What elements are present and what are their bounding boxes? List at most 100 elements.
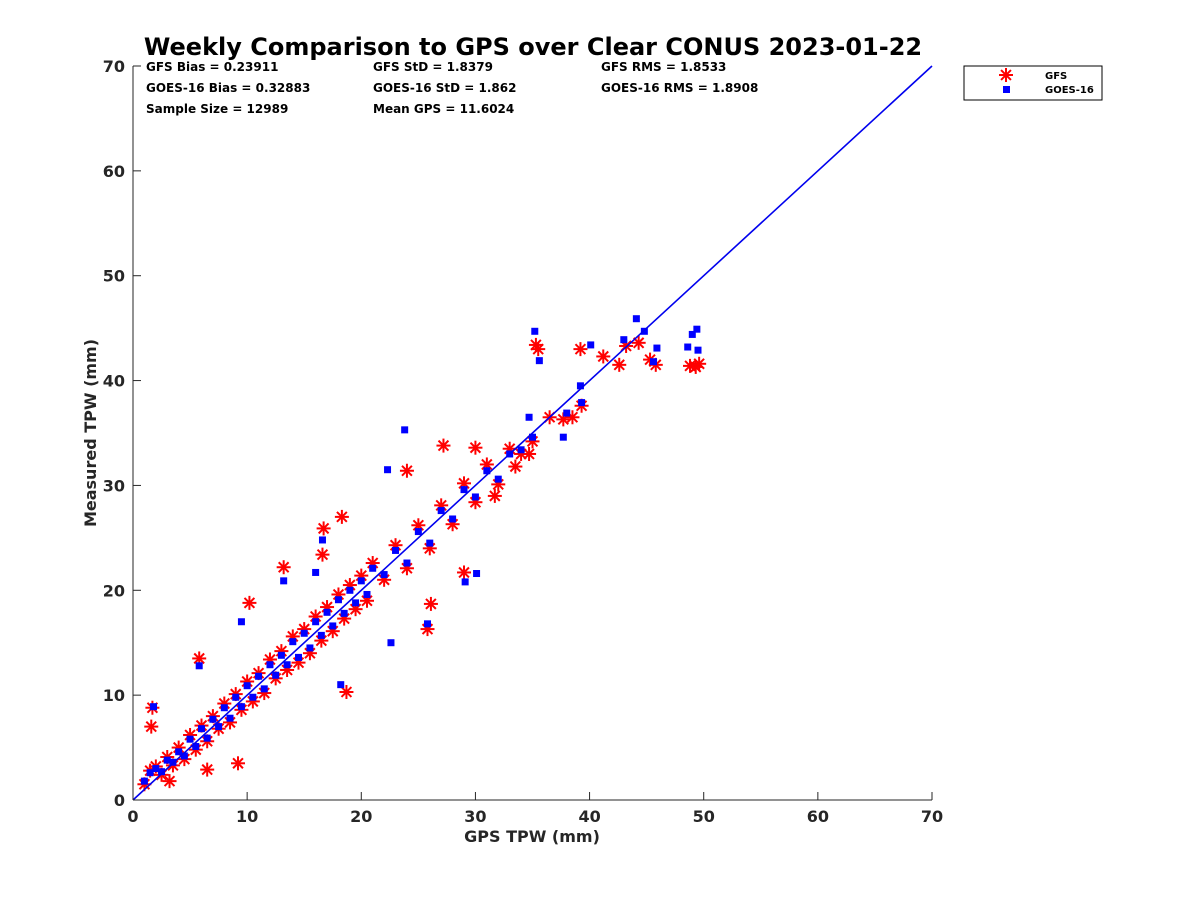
- goes16-point: [215, 723, 223, 731]
- goes16-point: [437, 507, 445, 515]
- goes16-point: [688, 330, 696, 338]
- goes16-point: [280, 577, 288, 585]
- goes16-point: [232, 693, 240, 701]
- goes16-point: [266, 661, 274, 669]
- goes16-point: [306, 644, 314, 652]
- goes16-point: [525, 413, 533, 421]
- goes16-point: [517, 446, 525, 454]
- gfs-point: [457, 565, 472, 580]
- goes16-point: [693, 325, 701, 333]
- stat-text: Sample Size = 12989: [146, 102, 288, 116]
- stat-text: GFS StD = 1.8379: [373, 60, 493, 74]
- y-axis-label: Measured TPW (mm): [81, 339, 100, 527]
- y-tick-label: 0: [114, 791, 125, 810]
- gfs-point: [315, 547, 330, 562]
- goes16-point: [337, 681, 345, 689]
- goes16-point: [461, 578, 469, 586]
- goes16-point: [180, 752, 188, 760]
- goes16-point: [260, 685, 268, 693]
- y-tick-label: 70: [103, 57, 125, 76]
- goes16-point: [531, 327, 539, 335]
- goes16-point: [195, 662, 203, 670]
- stat-text: GOES-16 Bias = 0.32883: [146, 81, 310, 95]
- gfs-point: [162, 774, 177, 789]
- goes16-point: [471, 493, 479, 501]
- y-tick-label: 30: [103, 476, 125, 495]
- legend-box: [963, 65, 1103, 101]
- goes16-point: [403, 559, 411, 567]
- stat-text: GFS Bias = 0.23911: [146, 60, 278, 74]
- goes16-point: [423, 620, 431, 628]
- goes16-point: [289, 638, 297, 646]
- legend-gfs-marker: [999, 68, 1013, 82]
- goes16-point: [152, 765, 160, 773]
- goes16-point: [473, 570, 481, 578]
- gfs-point: [556, 412, 571, 427]
- goes16-point: [158, 768, 166, 776]
- goes16-point: [237, 618, 245, 626]
- gfs-point: [531, 342, 546, 357]
- gfs-point: [487, 488, 502, 503]
- legend-goes16-marker: [1003, 86, 1010, 93]
- goes16-point: [632, 315, 640, 323]
- x-tick-label: 40: [578, 807, 600, 826]
- goes16-point: [226, 714, 234, 722]
- y-tick-label: 60: [103, 162, 125, 181]
- stat-text: GOES-16 RMS = 1.8908: [601, 81, 758, 95]
- goes16-point: [684, 343, 692, 351]
- goes16-point: [649, 358, 657, 366]
- goes16-point: [357, 577, 365, 585]
- goes16-point: [192, 743, 200, 751]
- goes16-point: [346, 586, 354, 594]
- gfs-point: [231, 756, 246, 771]
- stats-block: GFS Bias = 0.23911 GFS StD = 1.8379 GFS RM…: [146, 60, 758, 116]
- gfs-point: [339, 684, 354, 699]
- goes16-point: [295, 653, 303, 661]
- goes16-point: [449, 515, 457, 523]
- goes16-point: [576, 382, 584, 390]
- legend-goes16-label: GOES-16: [1045, 85, 1094, 96]
- goes16-point: [163, 756, 171, 764]
- goes16-point: [317, 631, 325, 639]
- goes16-point: [146, 769, 154, 777]
- goes16-point: [243, 682, 251, 690]
- goes16-point: [387, 639, 395, 647]
- goes16-point: [334, 596, 342, 604]
- goes16-point: [352, 599, 360, 607]
- goes16-point: [340, 609, 348, 617]
- gfs-point: [612, 357, 627, 372]
- y-tick-label: 40: [103, 372, 125, 391]
- x-tick-label: 70: [921, 807, 943, 826]
- goes16-point: [380, 571, 388, 579]
- goes16-point: [653, 344, 661, 352]
- goes16-point: [220, 704, 228, 712]
- x-tick-label: 0: [127, 807, 138, 826]
- goes16-point: [401, 426, 409, 434]
- goes16-point: [426, 539, 434, 547]
- axes: [132, 66, 932, 801]
- gfs-point: [468, 440, 483, 455]
- x-tick-label: 30: [464, 807, 486, 826]
- goes16-point: [140, 777, 148, 785]
- gfs-point: [596, 349, 611, 364]
- goes16-point: [272, 671, 280, 679]
- y-tick-label: 20: [103, 581, 125, 600]
- goes16-point: [559, 433, 567, 441]
- goes16-point: [578, 399, 586, 407]
- goes16-point: [529, 433, 536, 441]
- goes16-point: [283, 661, 291, 669]
- goes16-point: [312, 568, 320, 576]
- goes16-point: [237, 703, 245, 711]
- gfs-point: [399, 463, 414, 478]
- goes16-point: [483, 467, 491, 475]
- gfs-point: [192, 651, 207, 666]
- goes16-point: [312, 618, 320, 626]
- gfs-point: [522, 446, 537, 461]
- stat-text: GFS RMS = 1.8533: [601, 60, 726, 74]
- chart-title: Weekly Comparison to GPS over Clear CONU…: [144, 33, 922, 61]
- gfs-point: [316, 521, 331, 536]
- one-to-one-line: [132, 65, 933, 801]
- x-axis-label: GPS TPW (mm): [464, 827, 600, 846]
- goes16-point: [186, 735, 194, 743]
- gfs-point: [334, 509, 349, 524]
